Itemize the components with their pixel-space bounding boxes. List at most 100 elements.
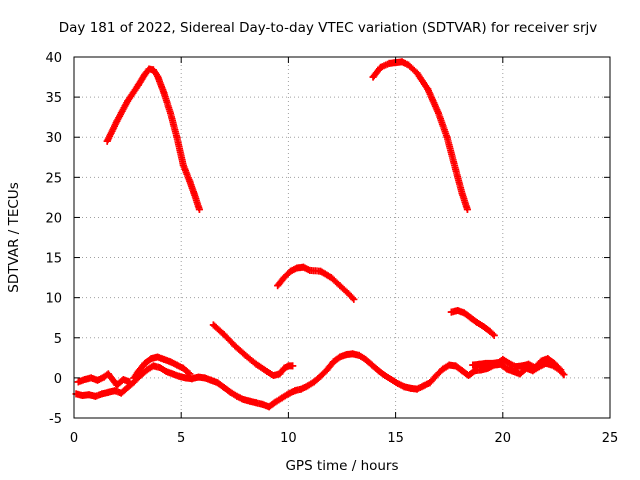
data-point <box>186 177 194 185</box>
data-point <box>154 72 162 80</box>
data-point <box>272 398 280 406</box>
data-point <box>344 290 352 298</box>
data-point <box>377 63 385 71</box>
data-point <box>531 363 539 371</box>
data-point <box>259 400 267 408</box>
data-point <box>287 267 295 275</box>
data-point <box>194 373 202 381</box>
x-tick-label: 20 <box>495 431 512 446</box>
data-point <box>239 396 247 404</box>
series-arc-7 <box>72 350 568 411</box>
data-point <box>284 390 292 398</box>
data-point <box>349 350 357 358</box>
data-point <box>550 359 558 367</box>
data-point <box>134 81 142 89</box>
data-point <box>233 392 241 400</box>
data-point <box>160 355 168 363</box>
data-point <box>467 314 475 322</box>
data-point <box>512 363 520 371</box>
y-axis-label: SDTVAR / TECUs <box>6 182 22 292</box>
data-point <box>490 331 498 339</box>
series-trace <box>103 65 203 213</box>
data-point <box>141 71 149 79</box>
data-point <box>188 375 196 383</box>
data-point <box>432 371 440 379</box>
data-point <box>557 366 565 374</box>
data-point <box>145 65 153 73</box>
data-point <box>503 365 511 373</box>
data-point <box>173 133 181 141</box>
y-tick-label: 35 <box>45 91 62 106</box>
data-point <box>304 382 312 390</box>
data-point <box>413 385 421 393</box>
data-point <box>173 361 181 369</box>
data-point <box>488 359 496 367</box>
data-point <box>220 384 228 392</box>
data-point <box>81 375 89 383</box>
data-point <box>291 387 299 395</box>
data-point <box>439 365 447 373</box>
data-point <box>480 323 488 331</box>
data-point <box>443 133 451 141</box>
data-point <box>79 392 87 400</box>
data-point <box>400 383 408 391</box>
data-point <box>214 379 222 387</box>
data-point <box>169 370 177 378</box>
data-point <box>299 263 307 271</box>
chart-title: Day 181 of 2022, Sidereal Day-to-day VTE… <box>59 20 598 36</box>
data-point <box>426 379 434 387</box>
data-point <box>369 73 377 81</box>
data-point <box>482 359 490 367</box>
data-point <box>518 362 526 370</box>
data-point <box>91 392 99 400</box>
series-arc-4 <box>447 307 498 339</box>
data-points <box>72 58 568 411</box>
y-tick-label: 30 <box>45 131 62 146</box>
data-point <box>104 388 112 396</box>
data-point <box>499 355 507 363</box>
series-arc-3 <box>274 263 358 303</box>
data-point <box>505 359 513 367</box>
data-point <box>207 376 215 384</box>
data-point <box>149 66 157 74</box>
data-point <box>350 295 358 303</box>
data-point <box>263 367 271 375</box>
series-trace <box>209 321 297 379</box>
x-axis-label: GPS time / hours <box>285 458 398 474</box>
data-point <box>166 109 174 117</box>
series-trace <box>274 263 358 303</box>
data-point <box>141 359 149 367</box>
y-tick-label: 25 <box>45 171 62 186</box>
data-point <box>445 361 453 369</box>
data-point <box>103 137 111 145</box>
data-point <box>310 378 318 386</box>
y-tick-label: 0 <box>54 372 62 387</box>
data-point <box>252 399 260 407</box>
data-point <box>336 353 344 361</box>
data-point <box>280 364 288 372</box>
data-point <box>117 389 125 397</box>
data-point <box>368 361 376 369</box>
series-arc-2 <box>369 58 471 213</box>
data-point <box>447 308 455 316</box>
data-point <box>452 362 460 370</box>
series-arc-6 <box>74 370 134 389</box>
data-point <box>98 390 106 398</box>
data-point <box>147 355 155 363</box>
data-point <box>537 357 545 365</box>
data-point <box>231 342 239 350</box>
data-point <box>336 282 344 290</box>
data-point <box>190 189 198 197</box>
data-point <box>458 189 466 197</box>
data-point <box>134 367 142 375</box>
data-point <box>124 97 132 105</box>
data-point <box>100 373 108 381</box>
data-point <box>201 374 209 382</box>
data-point <box>160 89 168 97</box>
x-tick-label: 0 <box>70 431 78 446</box>
data-point <box>130 374 138 382</box>
data-point <box>113 117 121 125</box>
data-point <box>227 388 235 396</box>
data-point <box>104 370 112 378</box>
data-point <box>166 358 174 366</box>
